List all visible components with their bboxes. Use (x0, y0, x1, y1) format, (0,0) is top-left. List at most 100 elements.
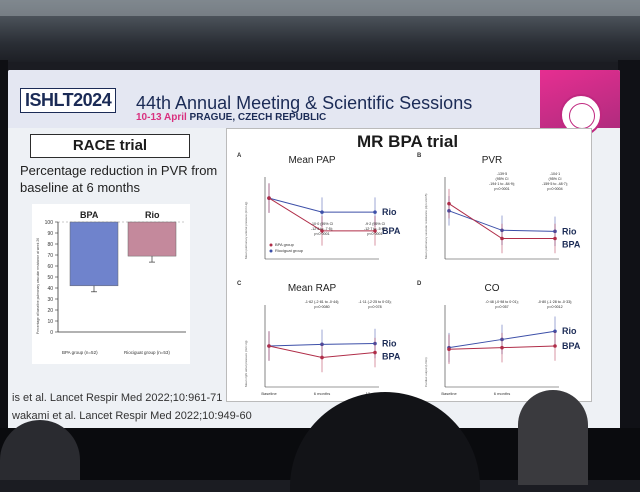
mr-line-label-rio: Rio (382, 207, 397, 217)
race-ytick-label: 80 (47, 242, 53, 248)
mr-chart-letter: D (417, 281, 422, 287)
mr-annotation: p=0·0004 (547, 187, 562, 191)
race-chart-svg: Percentage of baseline pulmonary vascula… (36, 210, 186, 355)
mr-chart-letter: C (237, 281, 242, 287)
mr-annotation: -9·2 (95% CI (365, 222, 385, 226)
mr-line-label-rio: Rio (382, 339, 397, 349)
mr-bpa-series-point (373, 229, 377, 233)
mr-annotation: p=0·0080 (314, 305, 329, 309)
mr-bpa-title: MR BPA trial (357, 132, 459, 151)
mr-bpa-series-point (447, 347, 451, 352)
projection-screen: ISHLT2024 44th Annual Meeting & Scientif… (8, 70, 620, 430)
race-trial-title: RACE trial (30, 134, 190, 158)
mr-annotation: (95% CI (549, 177, 562, 181)
city-text: PRAGUE, CZECH REPUBLIC (189, 112, 327, 123)
legend-rio-icon (269, 249, 273, 253)
mr-annotation: -1·62 (-2·81 to -0·44); (305, 300, 340, 304)
mr-rio-series-point (553, 329, 557, 334)
mr-chart-ylabel: Mean pulmonary vascular resistance (dyn·… (424, 193, 428, 259)
race-bar-1 (127, 221, 177, 257)
mr-xtick-label: Baseline (261, 391, 277, 396)
mr-bpa-series-point (267, 196, 271, 200)
mr-chart-mean-pap: A Mean PAP Mean pulmonary arterial pressur… (237, 153, 401, 260)
mr-annotation: -12·7 to -5·8); (364, 227, 386, 231)
audience-head-right (518, 390, 588, 485)
race-category-rio: Riociguat group (n=53) (124, 350, 170, 355)
race-ylabel: Percentage of baseline pulmonary vascula… (36, 238, 40, 334)
mr-charts-svg: A Mean PAP Mean pulmonary arterial pressur… (237, 153, 581, 396)
mr-annotation: -12·6 to -7·5); (311, 227, 333, 231)
race-category-bpa: BPA group (n=52) (62, 350, 98, 355)
mr-rio-series-point (373, 210, 377, 214)
legend-bpa-icon (269, 243, 273, 247)
mr-annotation: -194·1 to -84·9); (489, 182, 515, 186)
mr-line-label-rio: Rio (562, 226, 577, 236)
mr-line-label-bpa: BPA (382, 226, 401, 236)
mr-annotation: p=0·0012 (547, 305, 562, 309)
mr-bpa-series-point (500, 345, 504, 350)
mr-bpa-panel: MR BPA trial A Mean PAP Mean pulmonary art… (226, 128, 592, 402)
mr-line-label-rio: Rio (562, 326, 577, 336)
mr-annotation: -104·1 (550, 172, 560, 176)
mr-chart-title: Mean RAP (288, 283, 337, 294)
race-series-label-bpa: BPA (80, 210, 99, 220)
mr-annotation: -0·48 (-0·98 to 0·01); (485, 300, 518, 304)
mr-annotation: p<0·0001 (314, 232, 329, 236)
mr-bpa-series-point (553, 344, 557, 348)
legend-bpa-label: BPA group (275, 242, 295, 247)
mr-rio-series-point (320, 210, 324, 214)
mr-annotation: -139·5 (497, 172, 507, 176)
mr-annotation: p=0·078 (368, 305, 381, 309)
race-ytick-label: 10 (47, 319, 53, 325)
race-ytick-label: 20 (47, 308, 53, 314)
mr-annotation: p<0·0001 (367, 232, 382, 236)
mr-bpa-series-point (267, 344, 271, 348)
mr-annotation: -159·5 to -48·7); (542, 182, 568, 186)
mr-bpa-series-point (553, 236, 557, 241)
mr-annotation: -0·80 (-1·28 to -0·33); (538, 300, 573, 304)
race-ytick-label: 30 (47, 297, 53, 303)
race-series-label-rio: Rio (145, 210, 160, 220)
mr-bpa-series-point (320, 355, 324, 360)
race-ytick-label: 90 (47, 231, 53, 237)
room-wall-right (618, 60, 640, 460)
meeting-dates: 10-13 April PRAGUE, CZECH REPUBLIC (136, 112, 326, 123)
mr-line-label-bpa: BPA (382, 352, 401, 362)
dates-text: 10-13 April (136, 112, 187, 123)
audience-head-left (0, 420, 80, 480)
mr-annotation: p<0·0001 (494, 187, 509, 191)
mr-chart-letter: B (417, 153, 422, 159)
mr-bpa-series-point (447, 201, 451, 206)
meeting-title: 44th Annual Meeting & Scientific Session… (136, 93, 473, 113)
race-ytick-label: 100 (45, 220, 54, 226)
conference-banner: ISHLT2024 44th Annual Meeting & Scientif… (8, 70, 620, 136)
mr-xtick-label: 6 months (314, 391, 330, 396)
mr-chart-co: D CO Cardiac output (L/min) Baseline 6 month… (417, 281, 581, 396)
race-ytick-label: 60 (47, 264, 53, 270)
race-bar-chart: Percentage of baseline pulmonary vascula… (32, 204, 190, 364)
mr-chart-title: CO (485, 283, 500, 294)
mr-chart-mean-rap: C Mean RAP Mean right atrial pressure (mm … (237, 281, 401, 396)
race-bar-0 (69, 221, 119, 287)
mr-annotation: -10·0 (95% CI (311, 222, 333, 226)
race-ytick-label: 40 (47, 286, 53, 292)
mr-annotation: (95% CI (496, 177, 509, 181)
mr-bpa-series-point (500, 236, 504, 241)
race-ytick-label: 0 (50, 330, 53, 336)
mr-line-label-bpa: BPA (562, 341, 581, 351)
mr-line-label-bpa: BPA (562, 239, 581, 249)
mr-annotation: p=0·057 (495, 305, 508, 309)
legend-rio-label: Riociguat group (275, 248, 304, 253)
mr-chart-title: PVR (482, 155, 503, 166)
mr-chart-pvr: B PVR Mean pulmonary vascular resistance (… (417, 153, 581, 260)
reference-1: is et al. Lancet Respir Med 2022;10:961-… (12, 392, 223, 404)
mr-annotation: -1·11 (-2·25 to 0·03); (358, 300, 391, 304)
race-ytick-label: 50 (47, 275, 53, 281)
mr-chart-ylabel: Mean right atrial pressure (mm Hg) (244, 340, 248, 387)
mr-chart-letter: A (237, 153, 242, 159)
mr-bpa-series-point (373, 350, 377, 355)
race-subtitle: Percentage reduction in PVR from baselin… (20, 163, 218, 195)
reference-2: wakami et al. Lancet Respir Med 2022;10:… (12, 410, 252, 422)
mr-chart-ylabel: Cardiac output (L/min) (424, 357, 428, 387)
mr-xtick-label: Baseline (441, 391, 457, 396)
